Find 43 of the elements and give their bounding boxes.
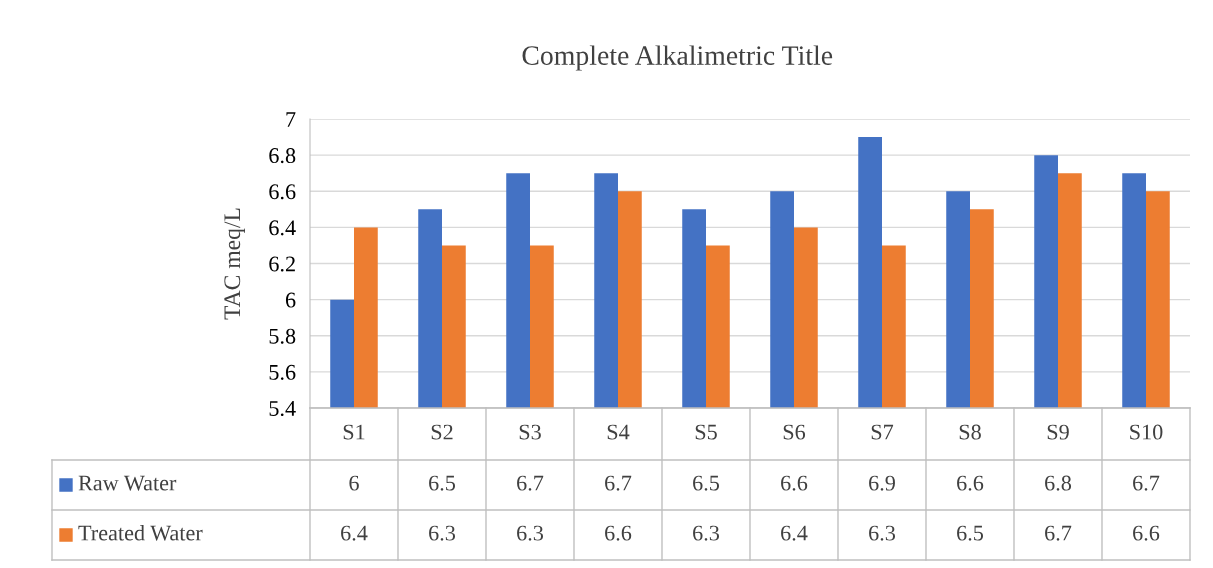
data-label: 6.7 bbox=[517, 475, 544, 491]
data-label: 6.3 bbox=[693, 525, 720, 541]
x-tick-label: S2 bbox=[431, 424, 453, 440]
data-label: 6 bbox=[349, 475, 359, 491]
y-tick-label: 6.4 bbox=[269, 220, 296, 236]
y-tick-label: 5.6 bbox=[269, 364, 296, 380]
x-tick-label: S9 bbox=[1047, 424, 1069, 440]
data-label: 6.4 bbox=[341, 525, 368, 541]
y-tick-label: 6.6 bbox=[269, 184, 296, 200]
x-tick-label: S1 bbox=[343, 424, 365, 440]
data-label: 6.7 bbox=[1133, 475, 1160, 491]
legend-label: Treated Water bbox=[78, 524, 203, 541]
x-tick-label: S3 bbox=[519, 424, 541, 440]
x-tick-label: S7 bbox=[871, 424, 894, 440]
data-label: 6.6 bbox=[957, 475, 984, 491]
y-tick-label: 6.2 bbox=[269, 256, 295, 272]
data-label: 6.5 bbox=[693, 475, 720, 491]
data-label: 6.3 bbox=[429, 525, 456, 541]
data-label: 6.5 bbox=[429, 475, 456, 491]
y-axis-title: TAC meq/L bbox=[224, 208, 245, 320]
x-tick-label: S8 bbox=[959, 424, 981, 440]
data-label: 6.3 bbox=[869, 525, 896, 541]
data-label: 6.6 bbox=[781, 475, 808, 491]
x-tick-label: S6 bbox=[783, 424, 806, 440]
y-tick-label: 5.8 bbox=[269, 328, 296, 344]
legend-label: Raw Water bbox=[78, 475, 177, 491]
data-label: 6.4 bbox=[781, 525, 808, 541]
x-tick-label: S10 bbox=[1130, 424, 1163, 440]
y-tick-label: 6.8 bbox=[269, 148, 296, 164]
data-label: 6.5 bbox=[957, 525, 984, 541]
data-label: 6.7 bbox=[1045, 525, 1072, 541]
data-label: 6.8 bbox=[1045, 475, 1072, 491]
data-label: 6.3 bbox=[517, 525, 544, 541]
chart-title: Complete Alkalimetric Title bbox=[522, 45, 833, 71]
y-tick-label: 5.4 bbox=[269, 401, 296, 417]
x-tick-label: S5 bbox=[695, 424, 717, 440]
data-label: 6.9 bbox=[869, 475, 895, 491]
data-label: 6.7 bbox=[605, 475, 632, 491]
y-tick-label: 6 bbox=[285, 292, 296, 308]
x-tick-label: S4 bbox=[607, 424, 630, 440]
data-label: 6.6 bbox=[1133, 525, 1160, 541]
y-tick-label: 7 bbox=[286, 112, 296, 127]
data-label: 6.6 bbox=[605, 525, 632, 541]
